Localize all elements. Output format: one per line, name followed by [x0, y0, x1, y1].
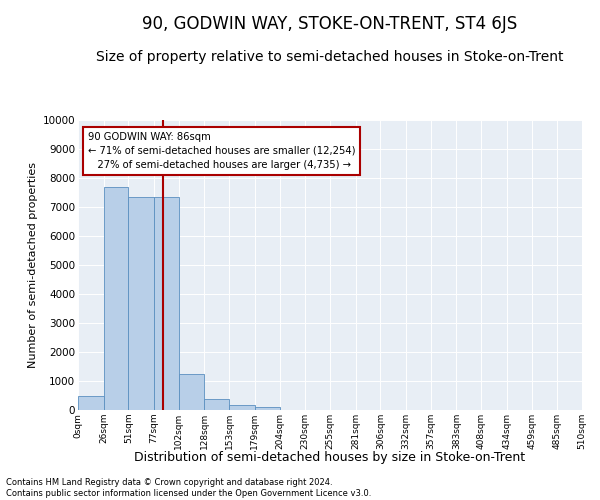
Bar — [255, 408, 280, 410]
Text: 90 GODWIN WAY: 86sqm
← 71% of semi-detached houses are smaller (12,254)
   27% o: 90 GODWIN WAY: 86sqm ← 71% of semi-detac… — [88, 132, 355, 170]
Text: Contains HM Land Registry data © Crown copyright and database right 2024.
Contai: Contains HM Land Registry data © Crown c… — [6, 478, 371, 498]
Text: 90, GODWIN WAY, STOKE-ON-TRENT, ST4 6JS: 90, GODWIN WAY, STOKE-ON-TRENT, ST4 6JS — [142, 15, 518, 33]
Bar — [128, 197, 154, 410]
Bar — [179, 374, 205, 410]
Y-axis label: Number of semi-detached properties: Number of semi-detached properties — [28, 162, 38, 368]
Bar — [78, 396, 104, 410]
Text: Size of property relative to semi-detached houses in Stoke-on-Trent: Size of property relative to semi-detach… — [96, 50, 564, 64]
Text: Distribution of semi-detached houses by size in Stoke-on-Trent: Distribution of semi-detached houses by … — [134, 451, 526, 464]
Bar — [205, 399, 229, 410]
Bar — [154, 197, 179, 410]
Bar — [104, 186, 128, 410]
Bar — [229, 405, 255, 410]
